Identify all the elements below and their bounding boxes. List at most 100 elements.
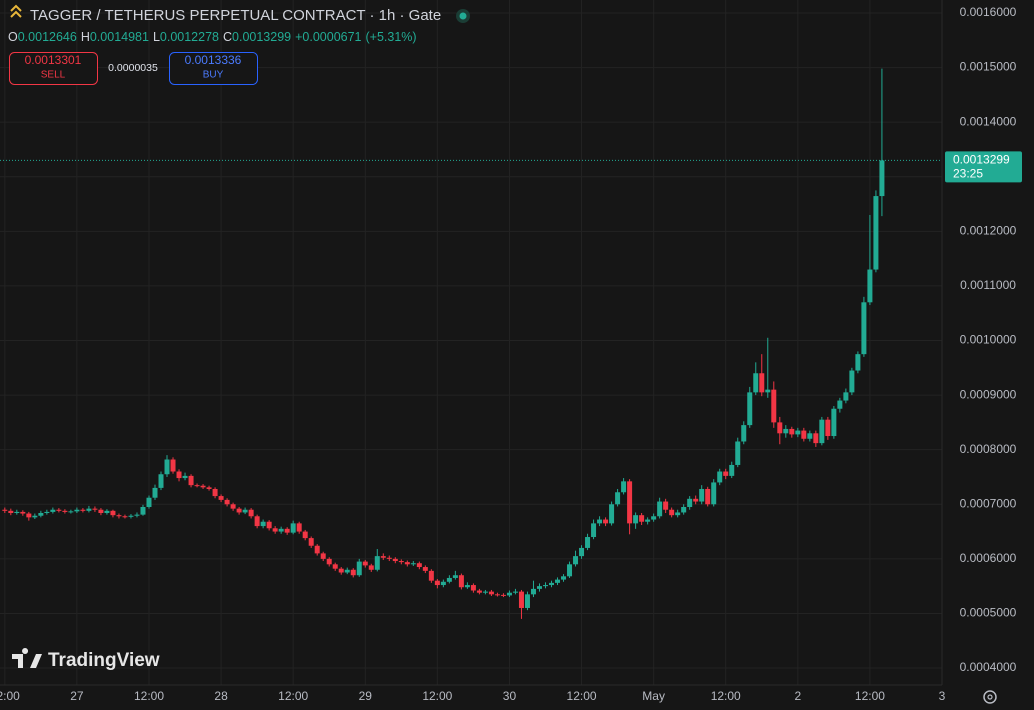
candle-body (344, 569, 350, 573)
candle-body (609, 504, 615, 524)
candle-body (320, 553, 326, 559)
sell-label: SELL (41, 70, 66, 81)
candle-body (152, 487, 158, 498)
candle-body (332, 564, 338, 569)
y-tick-label: 0.0007000 (960, 496, 1017, 510)
candle-body (188, 475, 194, 486)
candle-body (699, 488, 705, 502)
countdown: 23:25 (953, 167, 983, 181)
candle-body (494, 594, 500, 596)
last-price-tag (945, 151, 1022, 183)
candle-body (741, 425, 747, 442)
candle-body (44, 511, 50, 513)
symbol-icon (10, 4, 22, 18)
buy-price: 0.0013336 (185, 53, 242, 67)
last-price: 0.0013299 (953, 153, 1010, 167)
candle-body (218, 496, 224, 500)
x-tick-label: 3 (939, 689, 946, 703)
candle-body (831, 408, 837, 437)
x-tick-label: 30 (503, 689, 517, 703)
candle-body (410, 563, 416, 565)
y-tick-label: 0.0009000 (960, 387, 1017, 401)
candle-body (675, 512, 681, 516)
candle-body (200, 485, 206, 488)
candle-body (524, 594, 530, 608)
candle-body (392, 558, 398, 562)
candle-body (38, 512, 44, 516)
candle-body (747, 392, 753, 426)
candle-body (663, 501, 669, 510)
candle-body (182, 475, 188, 479)
ohlc-legend: O0.0012646 H0.0014981 L0.0012278 C0.0013299… (8, 30, 417, 44)
candle-body (771, 389, 777, 423)
candle-body (639, 515, 645, 522)
ohlc-value: 0.0014981 (90, 30, 149, 44)
candle-body (873, 196, 879, 270)
candle-body (765, 389, 771, 393)
candle-body (723, 471, 729, 476)
candle-body (380, 556, 386, 558)
candle-body (122, 516, 128, 518)
candle-body (651, 516, 657, 520)
candle-body (591, 523, 597, 538)
candle-body (8, 510, 14, 513)
candle-body (146, 497, 152, 507)
candle-body (795, 430, 801, 435)
candle-body (530, 588, 536, 595)
candle-body (242, 509, 248, 513)
candle-body (176, 471, 182, 479)
candle-body (813, 433, 819, 444)
candle-body (777, 422, 783, 434)
candle-body (837, 400, 843, 409)
x-tick-label: May (642, 689, 665, 703)
sell-button[interactable] (9, 52, 98, 85)
candle-body (356, 561, 362, 576)
ohlc-letter: O (8, 30, 18, 44)
candle-body (416, 563, 422, 568)
candle-body (753, 373, 759, 393)
candle-body (482, 591, 488, 593)
candle-body (50, 509, 56, 512)
candle-body (284, 528, 290, 533)
y-tick-label: 0.0016000 (960, 5, 1017, 19)
candle-body (224, 499, 230, 505)
candle-body (807, 433, 813, 439)
candle-body (236, 508, 242, 513)
candle-body (512, 591, 518, 593)
candle-body (506, 592, 512, 596)
candle-body (615, 492, 621, 505)
candle-body (627, 481, 633, 524)
buy-label: BUY (203, 70, 224, 81)
x-tick-label: 12:00 (567, 689, 597, 703)
candle-body (74, 509, 80, 512)
x-tick-label: 12:00 (134, 689, 164, 703)
sell-price: 0.0013301 (25, 53, 82, 67)
candle-body (116, 515, 122, 517)
candle-body (867, 269, 873, 303)
x-tick-label: 29 (359, 689, 373, 703)
status-dot-core (459, 12, 467, 20)
y-tick-label: 0.0012000 (960, 224, 1017, 238)
candle-body (368, 565, 374, 570)
logo-icon (12, 648, 42, 668)
candle-body (134, 514, 140, 516)
ohlc-value: 0.0012646 (18, 30, 77, 44)
candle-body (428, 570, 434, 581)
candle-body (500, 594, 506, 596)
change: +0.0000671 (295, 30, 361, 44)
candle-body (248, 509, 254, 517)
candle-body (164, 459, 170, 475)
candle-body (266, 521, 272, 529)
settings-icon[interactable] (983, 690, 997, 704)
candle-body (422, 567, 428, 571)
buy-button[interactable] (169, 52, 258, 85)
candle-body (86, 508, 92, 511)
y-tick-label: 0.0004000 (960, 660, 1017, 674)
candle-body (338, 568, 344, 573)
candle-body (681, 506, 687, 513)
x-tick-label: 28 (214, 689, 228, 703)
candle-body (230, 504, 236, 509)
candle-body (170, 459, 176, 472)
candle-body (404, 562, 410, 565)
